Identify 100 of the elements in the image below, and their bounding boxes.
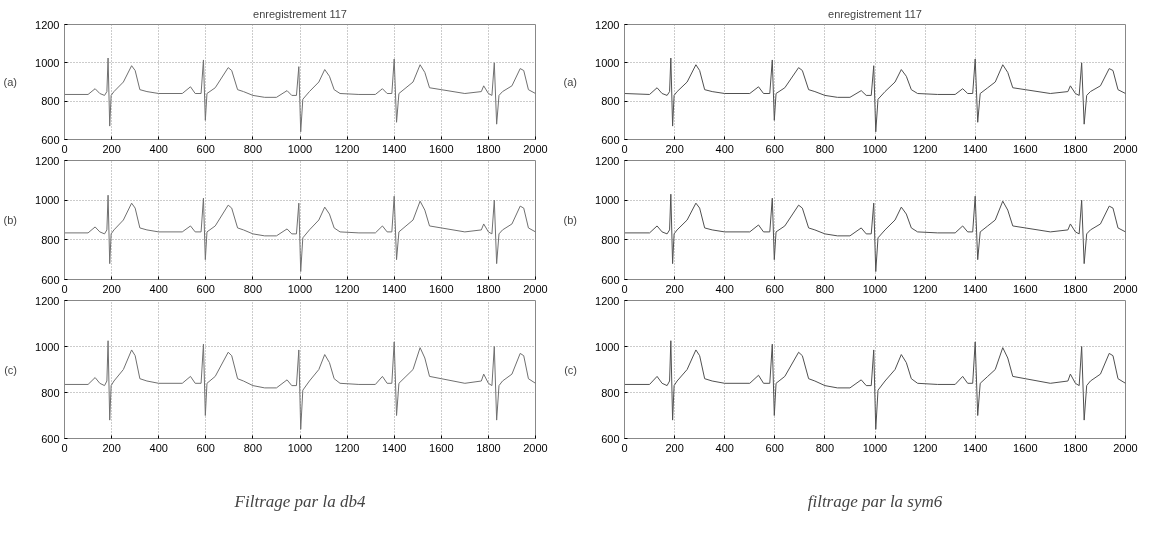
y-axis-title: (b): [563, 214, 578, 226]
y-tick-label: 600: [41, 432, 60, 445]
x-tick-label: 1200: [912, 282, 938, 295]
y-tick-label: 1000: [595, 194, 620, 207]
line-series: [624, 193, 1126, 273]
x-tick-label: 1800: [1063, 441, 1088, 454]
x-tick-label: 1600: [429, 282, 454, 295]
x-tick-label: 400: [715, 441, 734, 454]
x-tick-label: 400: [149, 142, 168, 155]
y-axis-title: (b): [3, 214, 18, 226]
y-tick-label: 600: [41, 133, 60, 146]
x-tick-label: 1400: [381, 441, 407, 454]
y-tick-label: 1200: [595, 154, 620, 167]
line-series: [64, 57, 536, 133]
x-tick-label: 800: [243, 282, 263, 295]
x-tick-label: 2000: [523, 142, 548, 155]
y-tick-label: 600: [601, 432, 620, 445]
y-tick-label: 1200: [595, 18, 620, 31]
x-tick-label: 1800: [476, 282, 501, 295]
x-tick-label: 200: [665, 142, 684, 155]
x-tick-label: 600: [196, 441, 215, 454]
x-tick-label: 800: [815, 282, 835, 295]
x-tick-label: 1200: [912, 142, 938, 155]
line-series: [64, 194, 536, 273]
x-tick-label: 0: [61, 142, 68, 155]
x-tick-label: 600: [765, 142, 784, 155]
y-tick-label: 800: [601, 95, 620, 108]
x-tick-label: 1800: [1063, 142, 1088, 155]
y-tick-label: 800: [41, 386, 60, 399]
y-tick-label: 600: [601, 273, 620, 286]
x-tick-label: 600: [765, 441, 784, 454]
x-tick-label: 1600: [1013, 142, 1038, 155]
y-tick-label: 1200: [35, 18, 60, 31]
x-tick-label: 1000: [862, 441, 888, 454]
x-tick-label: 2000: [523, 282, 548, 295]
x-tick-label: 1600: [429, 142, 454, 155]
x-tick-label: 0: [61, 441, 68, 454]
x-tick-label: 200: [665, 282, 684, 295]
x-tick-label: 2000: [1113, 282, 1138, 295]
x-tick-label: 0: [61, 282, 68, 295]
x-tick-label: 1800: [1063, 282, 1088, 295]
x-tick-label: 200: [102, 282, 121, 295]
y-tick-label: 1200: [35, 294, 60, 307]
y-tick-label: 1200: [35, 154, 60, 167]
y-tick-label: 800: [41, 233, 60, 246]
x-tick-label: 1000: [862, 282, 888, 295]
x-tick-label: 400: [149, 441, 168, 454]
y-tick-label: 600: [601, 133, 620, 146]
x-tick-label: 200: [102, 441, 121, 454]
x-tick-label: 1000: [287, 441, 313, 454]
y-tick-label: 1000: [35, 56, 60, 69]
x-tick-label: 2000: [1113, 441, 1138, 454]
x-tick-label: 1200: [334, 142, 360, 155]
x-tick-label: 1600: [1013, 441, 1038, 454]
y-tick-label: 1000: [595, 56, 620, 69]
x-tick-label: 1000: [862, 142, 888, 155]
x-tick-label: 1000: [287, 282, 313, 295]
x-tick-label: 1400: [381, 282, 407, 295]
x-tick-label: 2000: [523, 441, 548, 454]
chart-title: enregistrement 117: [253, 7, 347, 20]
x-tick-label: 800: [243, 142, 263, 155]
x-tick-label: 800: [815, 441, 835, 454]
y-tick-label: 1000: [595, 340, 620, 353]
x-tick-label: 400: [149, 282, 168, 295]
chart-title: enregistrement 117: [828, 7, 922, 20]
x-tick-label: 1400: [962, 142, 988, 155]
x-tick-label: 1800: [476, 441, 501, 454]
y-tick-label: 1000: [35, 340, 60, 353]
text: filtrage par la sym6: [807, 491, 943, 511]
y-axis-title: (c): [4, 363, 18, 376]
x-tick-label: 800: [243, 441, 263, 454]
y-axis-title: (a): [3, 76, 18, 88]
x-tick-label: 200: [665, 441, 684, 454]
x-tick-label: 0: [621, 282, 628, 295]
x-tick-label: 600: [196, 142, 215, 155]
x-tick-label: 600: [196, 282, 215, 295]
x-tick-label: 2000: [1113, 142, 1138, 155]
y-tick-label: 1000: [35, 194, 60, 207]
y-tick-label: 800: [601, 386, 620, 399]
x-tick-label: 400: [715, 142, 734, 155]
x-tick-label: 400: [715, 282, 734, 295]
x-tick-label: 600: [765, 282, 784, 295]
x-tick-label: 1000: [287, 142, 313, 155]
x-tick-label: 1400: [962, 282, 988, 295]
y-axis-title: (a): [563, 76, 578, 88]
x-tick-label: 200: [102, 142, 121, 155]
line-series: [624, 57, 1126, 133]
x-tick-label: 1600: [1013, 282, 1038, 295]
x-tick-label: 1800: [476, 142, 501, 155]
x-tick-label: 1600: [429, 441, 454, 454]
y-tick-label: 600: [41, 273, 60, 286]
y-axis-title: (c): [564, 363, 578, 376]
x-tick-label: 1200: [334, 282, 360, 295]
y-tick-label: 800: [601, 233, 620, 246]
x-tick-label: 1400: [381, 142, 407, 155]
line-series: [64, 340, 536, 430]
x-tick-label: 1400: [962, 441, 988, 454]
x-tick-label: 1200: [334, 441, 360, 454]
y-tick-label: 800: [41, 95, 60, 108]
text: Filtrage par la db4: [233, 491, 366, 511]
